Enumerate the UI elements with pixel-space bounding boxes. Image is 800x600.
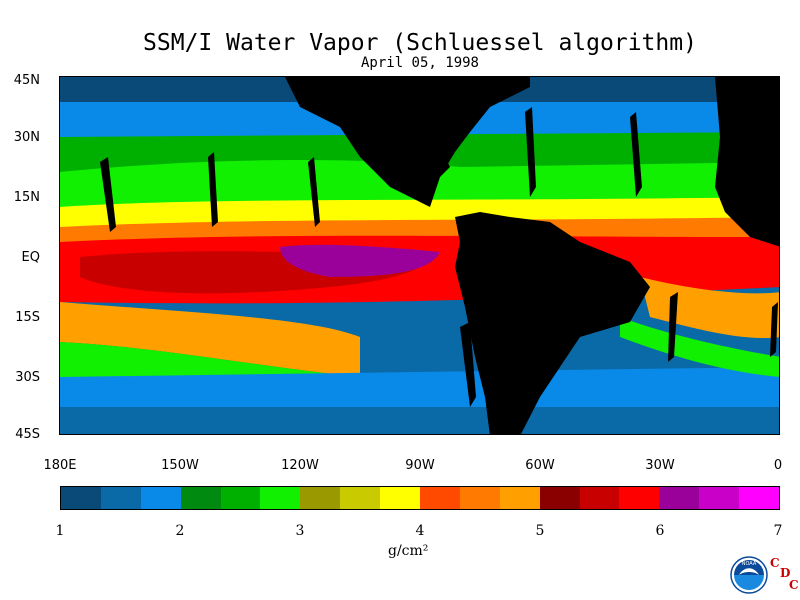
colorbar-label-4: 4 [415, 523, 425, 539]
swath-gap-4 [525, 107, 536, 197]
cdc-logo-d: D [780, 566, 791, 580]
colorbar-swatch [340, 487, 381, 509]
spcz-band [60, 302, 360, 377]
south-dry-band [60, 407, 779, 434]
colorbar-swatch [420, 487, 460, 509]
colorbar-swatch [380, 487, 421, 509]
colorbar-swatch [699, 487, 740, 509]
colorbar-label-7: 7 [773, 523, 783, 539]
colorbar-swatch [539, 487, 580, 509]
africa-land [715, 77, 779, 247]
y-label-30s: 30S [15, 370, 40, 385]
map-svg [60, 77, 779, 434]
colorbar-swatch [459, 487, 500, 509]
noaa-logo: NOAA [730, 556, 768, 594]
colorbar-swatch [180, 487, 221, 509]
x-label-60w: 60W [525, 458, 555, 473]
colorbar-swatch [579, 487, 620, 509]
x-label-120w: 120W [281, 458, 319, 473]
swath-gap-1 [100, 157, 116, 232]
cdc-logo-c1: C [770, 556, 780, 570]
y-label-15n: 15N [13, 190, 40, 205]
y-label-45n: 45N [13, 73, 40, 88]
high-vapor-core [280, 244, 440, 277]
map-date: April 05, 1998 [360, 55, 479, 71]
colorbar-swatch [659, 487, 700, 509]
water-vapor-map [59, 76, 780, 435]
swath-gap-5 [630, 112, 642, 197]
colorbar-label-6: 6 [655, 523, 665, 539]
colorbar-swatch [739, 487, 780, 509]
swath-gap-7 [460, 322, 476, 407]
colorbar-label-5: 5 [535, 523, 545, 539]
colorbar-unit: g/cm² [388, 543, 429, 559]
swath-gap-3 [308, 157, 320, 227]
x-label-30w: 30W [645, 458, 675, 473]
swath-gap-6 [668, 292, 678, 362]
map-title: SSM/I Water Vapor (Schluessel algorithm) [143, 30, 697, 56]
y-label-45s: 45S [15, 427, 40, 442]
cdc-logo-c2: C [789, 578, 799, 592]
north-america-land [285, 77, 530, 207]
x-label-180e: 180E [43, 458, 77, 473]
x-label-0: 0 [773, 458, 783, 473]
noaa-logo-text: NOAA [742, 561, 757, 567]
colorbar-swatch [61, 487, 101, 509]
colorbar-swatch [499, 487, 540, 509]
x-label-150w: 150W [161, 458, 199, 473]
mexico-land [420, 147, 450, 182]
colorbar-swatch [100, 487, 141, 509]
colorbar-swatch [260, 487, 301, 509]
colorbar-swatch [140, 487, 181, 509]
colorbar-label-1: 1 [55, 523, 65, 539]
colorbar-swatch [619, 487, 660, 509]
x-label-90w: 90W [405, 458, 435, 473]
y-label-30n: 30N [13, 130, 40, 145]
colorbar-label-3: 3 [295, 523, 305, 539]
colorbar-label-2: 2 [175, 523, 185, 539]
y-label-15s: 15S [15, 310, 40, 325]
colorbar [60, 486, 780, 510]
colorbar-swatch [300, 487, 341, 509]
y-label-eq: EQ [21, 250, 40, 265]
south-america-land [455, 212, 650, 434]
colorbar-swatch [220, 487, 261, 509]
swath-gap-8 [770, 302, 778, 357]
swath-gap-2 [208, 152, 218, 227]
south-moderate-band [60, 367, 779, 412]
south-atlantic-green [620, 317, 779, 377]
